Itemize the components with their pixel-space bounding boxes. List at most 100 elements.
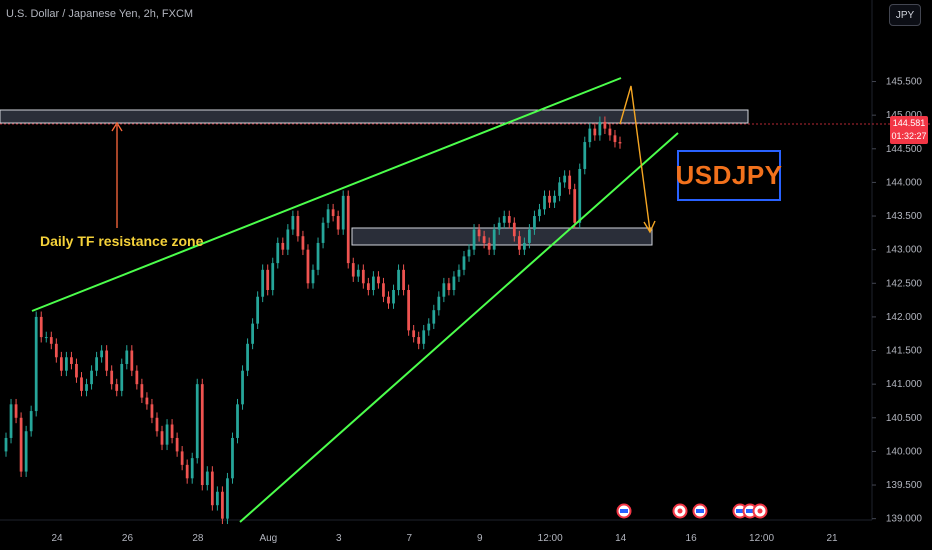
candle-bearish [593,128,597,136]
time-tick-label: 7 [406,533,412,544]
candle-bullish [492,229,496,250]
candle-bullish [100,350,104,358]
candle-bullish [165,424,169,445]
candle-bullish [341,195,345,230]
us-flag-stripe-icon-4 [746,509,754,513]
current-price-value: 144.581 [892,118,926,128]
forecast-path[interactable] [619,85,651,232]
candle-bearish [180,451,184,465]
candle-bullish [422,330,426,344]
pair-label-box: USDJPY [675,150,782,201]
candle-bullish [553,195,556,203]
candle-bearish [382,283,385,297]
us-flag-stripe-icon-3 [736,509,744,513]
candle-bullish [538,209,541,217]
current-price-tag: 144.581 01:32:27 [890,116,928,144]
candle-bearish [155,417,159,432]
candle-bullish [34,316,38,412]
candle-bearish [110,370,114,385]
candle-bullish [276,242,280,264]
time-tick-label: 14 [615,533,627,544]
price-tick-label: 144.000 [886,177,923,188]
time-tick-label: 26 [122,533,134,544]
candle-bullish [372,276,375,291]
candle-bearish [105,350,109,371]
candle-bullish [502,216,506,223]
candle-bullish [24,431,28,472]
price-tick-label: 145.000 [886,110,923,121]
upper-trendline[interactable] [31,77,622,312]
candle-bearish [49,337,53,344]
jp-flag-dot-icon [677,508,683,514]
candle-bearish [402,269,405,291]
candle-bearish [145,397,149,405]
candle-bullish [533,216,536,230]
time-tick-label: 12:00 [749,533,774,544]
candle-bearish [417,337,421,344]
support-zone [351,227,653,246]
price-tick-label: 143.000 [886,245,923,256]
price-axis[interactable]: 139.000 139.500 140.000 140.500 141.000 141.5… [872,77,922,525]
candle-bullish [442,283,446,297]
candle-bearish [407,290,411,331]
candle-bearish [200,384,204,486]
candle-bullish [205,471,209,486]
resistance-zone-label: Daily TF resistance zone [40,233,204,249]
candle-bearish [336,216,340,230]
candle-bearish [351,263,355,277]
time-tick-label: Aug [259,533,277,544]
time-axis[interactable]: 24 26 28 Aug 3 7 9 12:00 14 16 12:00 21 [51,533,838,544]
candle-bullish [246,343,249,371]
candle-bearish [387,296,390,304]
candle-bullish [356,269,360,277]
candle-bullish [437,296,441,311]
price-tick-label: 139.500 [886,480,923,491]
candle-bearish [75,363,78,378]
candle-bullish [467,249,471,257]
candle-bearish [135,370,139,385]
candle-bullish [321,222,325,243]
candle-bearish [613,135,617,143]
candle-bullish [190,458,194,479]
price-tick-label: 142.500 [886,278,923,289]
candle-bearish [331,209,335,217]
candle-bearish [301,236,305,250]
candle-bearish [377,276,380,284]
time-tick-label: 21 [826,533,838,544]
lower-trendline[interactable] [239,132,679,523]
candle-bearish [517,236,521,250]
candle-bullish [316,242,320,270]
candle-bearish [603,121,607,129]
candle-bearish [507,216,511,223]
time-tick-label: 9 [477,533,483,544]
candle-bullish [271,263,275,291]
candle-bullish [120,363,124,391]
candle-bearish [115,384,119,391]
candle-bearish [281,242,285,250]
candle-bearish [296,216,300,237]
candle-bearish [487,242,491,250]
candle-bullish [528,229,531,243]
candle-bullish [563,175,567,183]
candle-bullish [90,370,93,385]
candle-bullish [286,229,290,250]
candle-bullish [226,478,229,519]
candle-bullish [251,323,254,344]
price-tick-label: 145.500 [886,77,923,88]
candle-bearish [130,350,134,371]
candle-bearish [160,431,164,445]
price-tick-label: 144.500 [886,144,923,155]
candle-bearish [221,491,224,519]
candle-bullish [598,121,602,136]
currency-button[interactable]: JPY [889,4,921,26]
forecast-arrowhead [643,220,656,234]
time-tick-label: 16 [686,533,698,544]
candle-bullish [543,195,546,210]
candle-bullish [558,182,561,196]
event-icons[interactable] [616,503,768,519]
candle-bullish [95,357,98,371]
candle-bullish [85,384,88,391]
candle-bullish [236,404,239,438]
